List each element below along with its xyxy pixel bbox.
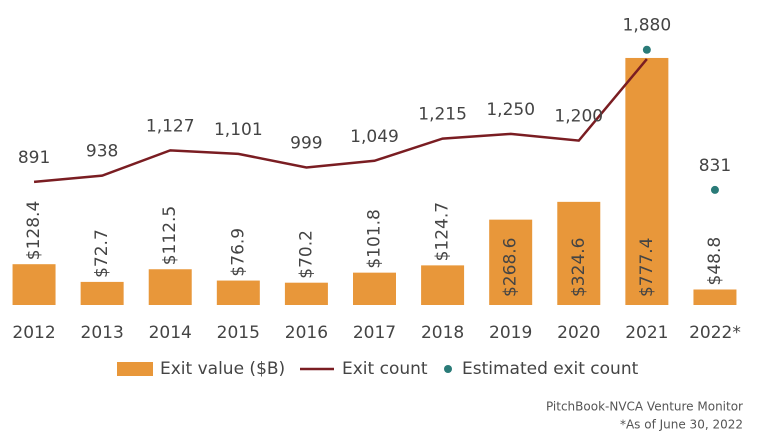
legend-swatch [117,362,153,376]
legend-label: Exit count [342,359,428,379]
bar-value-label: $72.7 [92,229,112,278]
bar [693,289,737,305]
line-value-label: 1,127 [146,116,195,136]
x-tick-label: 2015 [217,323,260,343]
x-tick-label: 2016 [285,323,328,343]
bar-value-label: $324.6 [569,238,589,297]
bar-value-label: $76.9 [228,228,248,277]
point [710,185,719,194]
bar [625,57,669,305]
bar [489,219,533,305]
bar-value-label: $777.4 [637,238,657,297]
x-tick-label: 2018 [421,323,464,343]
line-value-label: 999 [290,133,322,153]
bar [557,201,601,305]
line-value-label: 891 [18,148,50,168]
source: PitchBook-NVCA Venture Monitor [546,400,743,414]
bar-value-label: $48.8 [705,237,725,286]
line-value-label: 1,215 [418,105,467,125]
bar [216,280,260,305]
x-tick-label: 2017 [353,323,396,343]
line [33,58,648,184]
x-tick-label: 2022* [689,323,741,343]
bar-value-label: $101.8 [365,209,385,268]
bar-value-label: $70.2 [296,230,316,279]
bar [12,264,56,305]
bar [148,269,192,305]
bar [421,265,465,305]
line-value-label: 1,250 [486,100,535,120]
bar-value-label: $112.5 [160,206,180,265]
x-tick-label: 2021 [625,323,668,343]
x-tick-label: 2020 [557,323,600,343]
bar [80,281,124,305]
legend-label: Estimated exit count [462,359,639,379]
bar [284,282,328,305]
line-value-label: 938 [86,142,118,162]
bar-value-label: $128.4 [24,201,44,260]
line-value-label: 1,200 [554,107,603,127]
bar-value-label: $124.7 [433,202,453,261]
x-tick-label: 2013 [81,323,124,343]
bar [353,272,396,305]
bar-value-label: $268.6 [501,238,521,297]
line-value-label: 1,101 [214,120,263,140]
point-value-label: 1,880 [623,16,672,36]
x-tick-label: 2014 [149,323,192,343]
legend-label: Exit value ($B) [160,359,285,379]
line-value-label: 1,049 [350,127,399,147]
note: *As of June 30, 2022 [620,418,743,432]
point-value-label: 831 [699,156,731,176]
x-tick-label: 2019 [489,323,532,343]
legend-swatch [444,365,452,373]
x-tick-label: 2012 [12,323,55,343]
point [642,45,651,54]
